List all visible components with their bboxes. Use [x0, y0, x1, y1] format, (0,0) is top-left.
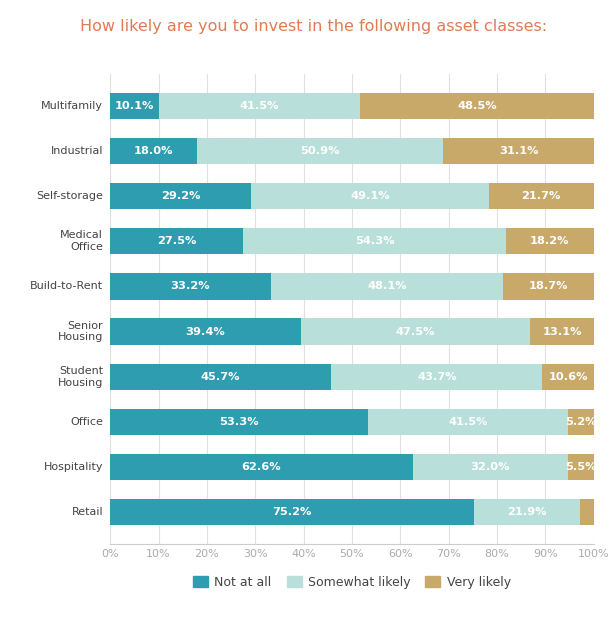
Bar — [506, 228, 594, 255]
Bar — [252, 183, 489, 209]
Bar — [443, 138, 594, 164]
Text: 54.3%: 54.3% — [354, 236, 394, 246]
Bar — [110, 318, 300, 345]
Text: 31.1%: 31.1% — [499, 146, 538, 156]
Bar — [580, 499, 594, 525]
Bar — [110, 499, 474, 525]
Bar — [300, 318, 531, 345]
Text: 13.1%: 13.1% — [542, 326, 582, 337]
Text: 41.5%: 41.5% — [239, 101, 279, 111]
Text: 62.6%: 62.6% — [242, 462, 282, 472]
Bar — [271, 273, 503, 300]
Bar — [413, 454, 567, 480]
Bar — [110, 93, 159, 119]
Text: 10.6%: 10.6% — [548, 372, 588, 382]
Bar — [531, 318, 594, 345]
Bar — [110, 363, 331, 390]
Bar — [110, 454, 413, 480]
Text: 33.2%: 33.2% — [171, 281, 211, 292]
Text: How likely are you to invest in the following asset classes:: How likely are you to invest in the foll… — [80, 19, 547, 33]
Text: 18.0%: 18.0% — [134, 146, 173, 156]
Text: 41.5%: 41.5% — [449, 417, 488, 427]
Bar — [503, 273, 594, 300]
Bar — [368, 409, 569, 435]
Bar — [243, 228, 506, 255]
Text: 32.0%: 32.0% — [471, 462, 510, 472]
Text: 18.7%: 18.7% — [529, 281, 568, 292]
Text: 75.2%: 75.2% — [272, 507, 312, 517]
Bar — [197, 138, 443, 164]
Text: 53.3%: 53.3% — [219, 417, 259, 427]
Text: 47.5%: 47.5% — [396, 326, 435, 337]
Bar — [110, 228, 243, 255]
Bar — [474, 499, 580, 525]
Text: 48.5%: 48.5% — [457, 101, 497, 111]
Text: 18.2%: 18.2% — [530, 236, 569, 246]
Text: 5.5%: 5.5% — [565, 462, 597, 472]
Text: 39.4%: 39.4% — [185, 326, 225, 337]
Legend: Not at all, Somewhat likely, Very likely: Not at all, Somewhat likely, Very likely — [188, 571, 516, 594]
Bar — [159, 93, 360, 119]
Bar — [110, 183, 252, 209]
Bar — [110, 273, 271, 300]
Text: 43.7%: 43.7% — [417, 372, 457, 382]
Bar — [110, 409, 368, 435]
Text: 48.1%: 48.1% — [367, 281, 407, 292]
Text: 50.9%: 50.9% — [300, 146, 340, 156]
Bar — [110, 138, 197, 164]
Text: 5.2%: 5.2% — [565, 417, 597, 427]
Text: 49.1%: 49.1% — [350, 191, 390, 201]
Bar — [569, 409, 594, 435]
Bar — [331, 363, 542, 390]
Bar — [489, 183, 594, 209]
Bar — [567, 454, 594, 480]
Text: 10.1%: 10.1% — [115, 101, 154, 111]
Bar — [360, 93, 594, 119]
Text: 21.7%: 21.7% — [521, 191, 561, 201]
Text: 45.7%: 45.7% — [201, 372, 241, 382]
Text: 21.9%: 21.9% — [507, 507, 547, 517]
Text: 27.5%: 27.5% — [157, 236, 196, 246]
Bar — [542, 363, 594, 390]
Text: 29.2%: 29.2% — [161, 191, 201, 201]
